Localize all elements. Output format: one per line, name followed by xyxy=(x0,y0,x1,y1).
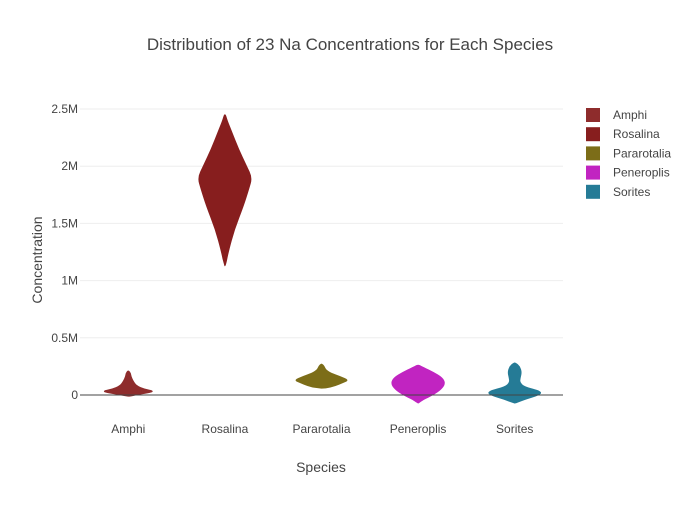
x-axis-ticks: Amphi Rosalina Pararotalia Peneroplis Sorite… xyxy=(111,422,533,436)
grid-lines xyxy=(80,108,563,339)
violin-amphi xyxy=(103,370,153,397)
legend-swatch xyxy=(586,108,600,122)
y-axis-label: Concentration xyxy=(29,216,45,303)
legend-label: Amphi xyxy=(613,108,647,122)
y-axis-ticks: 0 0.5M 1M 1.5M 2M 2.5M xyxy=(51,102,78,402)
y-tick-label: 2M xyxy=(61,159,78,173)
violin-rosalina xyxy=(198,114,252,267)
y-tick-label: 0 xyxy=(71,388,78,402)
legend-swatch xyxy=(586,165,600,180)
x-tick-label: Peneroplis xyxy=(390,422,447,436)
x-tick-label: Rosalina xyxy=(202,422,249,436)
x-tick-label: Pararotalia xyxy=(292,422,350,436)
x-tick-label: Amphi xyxy=(111,422,145,436)
x-tick-label: Sorites xyxy=(496,422,533,436)
y-tick-label: 1M xyxy=(61,274,78,288)
y-tick-label: 0.5M xyxy=(51,331,78,345)
violin-sorites xyxy=(488,362,542,404)
legend-label: Pararotalia xyxy=(613,146,671,160)
legend-label: Peneroplis xyxy=(613,166,670,180)
chart-title: Distribution of 23 Na Concentrations for… xyxy=(147,35,553,54)
legend-swatch xyxy=(586,184,600,199)
x-axis-label: Species xyxy=(296,459,346,475)
violin-peneroplis xyxy=(391,364,445,404)
legend: Amphi Rosalina Pararotalia Peneroplis Sorite… xyxy=(586,108,671,199)
legend-swatch xyxy=(586,146,600,161)
legend-swatch xyxy=(586,127,600,142)
y-tick-label: 2.5M xyxy=(51,102,78,116)
violin-plots xyxy=(103,114,542,404)
legend-label: Rosalina xyxy=(613,127,660,141)
legend-label: Sorites xyxy=(613,185,650,199)
violin-pararotalia xyxy=(295,363,348,389)
y-tick-label: 1.5M xyxy=(51,216,78,230)
